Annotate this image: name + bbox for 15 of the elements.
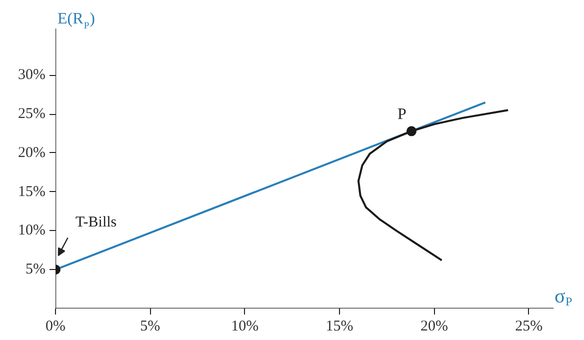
annotation: P [397, 106, 406, 124]
annotation: T-Bills [76, 214, 117, 231]
y-tick-label: 25% [18, 106, 46, 122]
y-tick-label: 30% [18, 67, 46, 84]
x-tick-label: 5% [140, 318, 160, 334]
y-tick-label: 15% [18, 184, 46, 200]
y-tick-label: 5% [26, 262, 46, 278]
y-tick-label: 20% [18, 144, 46, 161]
x-tick-label: 20% [420, 318, 448, 334]
x-tick-label: 0% [46, 318, 66, 334]
x-tick-label: 15% [326, 318, 354, 334]
y-tick-label: 10% [18, 222, 46, 239]
x-tick-label: 25% [515, 318, 543, 334]
x-tick-label: 10% [231, 318, 259, 334]
line-series [357, 109, 510, 262]
